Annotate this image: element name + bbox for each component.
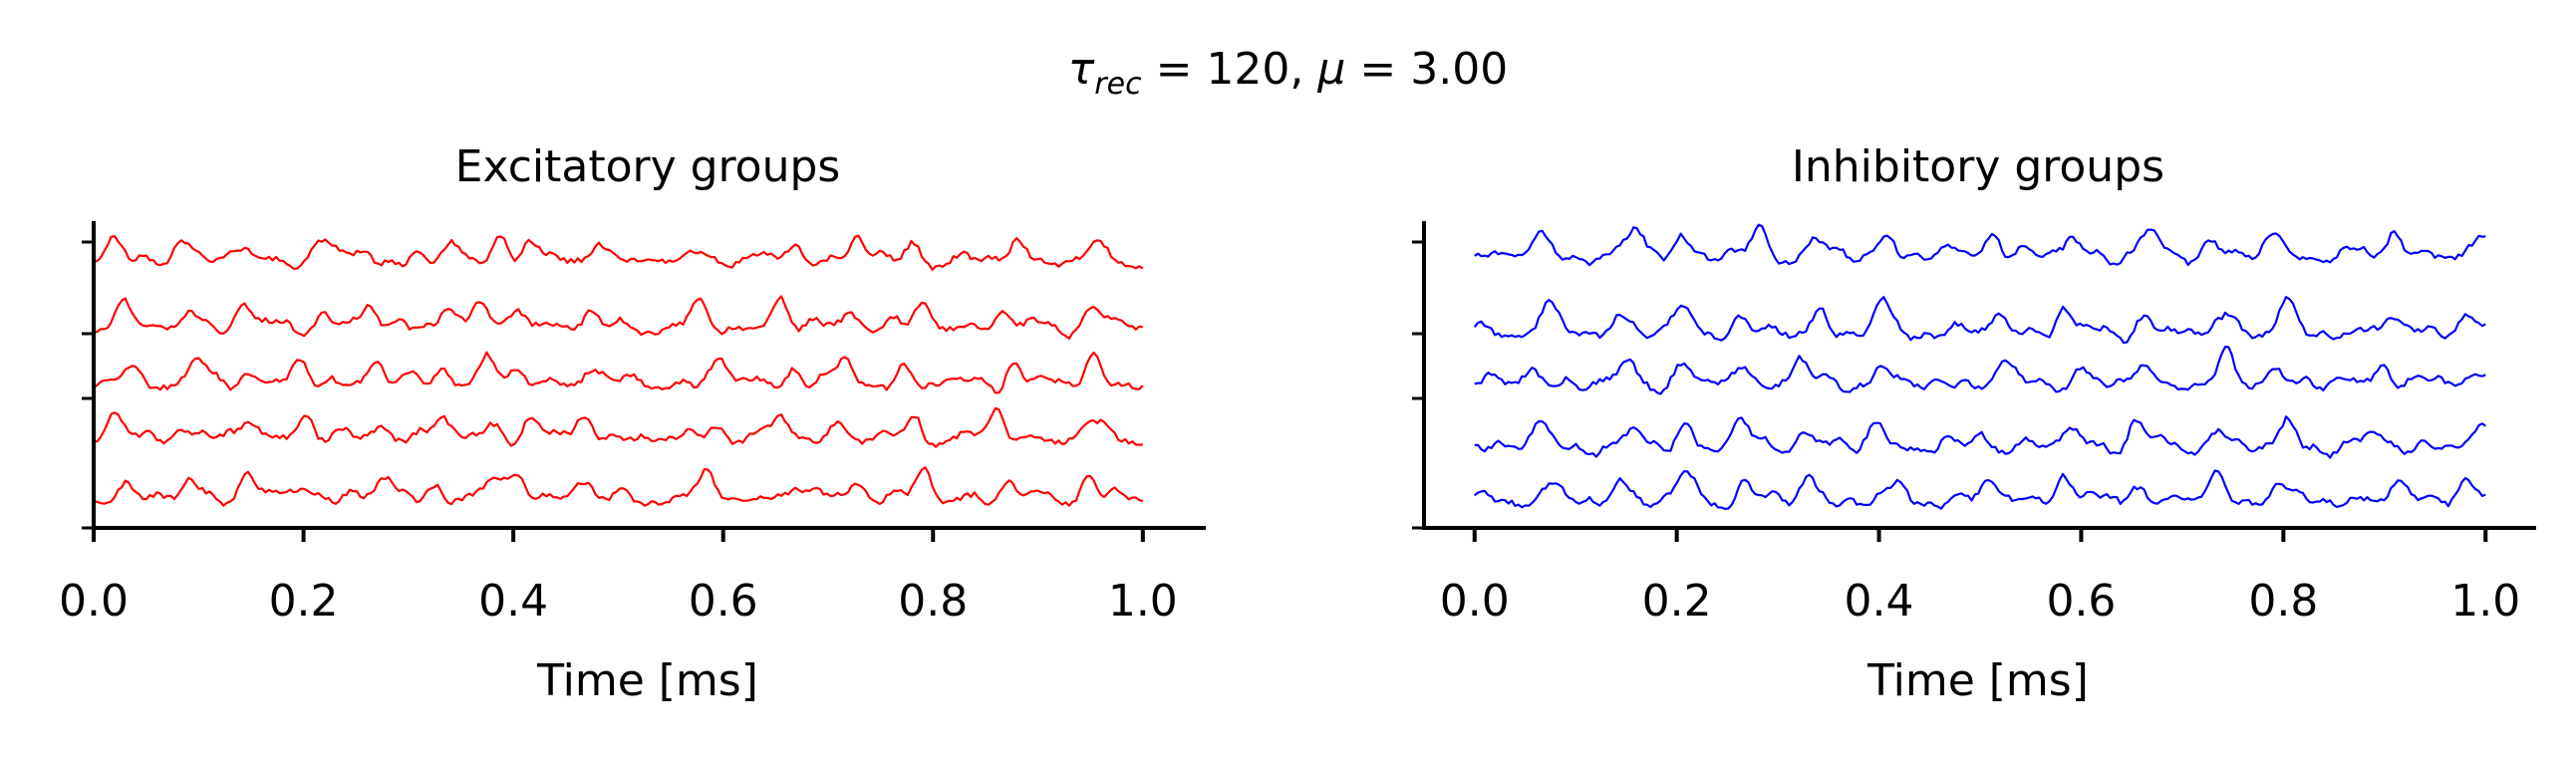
- x-tick-label: 1.0: [1108, 576, 1178, 627]
- series-trace-3: [1474, 346, 2486, 395]
- x-tick-label: 0.2: [269, 576, 339, 627]
- x-tick-label: 0.4: [1845, 576, 1914, 627]
- figure-suptitle: τrec = 120, μ = 3.00: [0, 40, 2576, 115]
- panel-title-inhibitory: Inhibitory groups: [1792, 141, 2164, 192]
- tau-symbol: τ: [1067, 44, 1095, 95]
- series-trace-3: [93, 351, 1144, 394]
- x-tick-label: 0.4: [478, 576, 548, 627]
- traces-excitatory: [93, 234, 1144, 507]
- series-trace-2: [1474, 415, 2486, 459]
- series-trace-2: [93, 406, 1143, 448]
- series-trace-1: [93, 466, 1144, 507]
- x-tick-label: 0.6: [689, 576, 758, 627]
- tau-subscript: rec: [1094, 67, 1142, 102]
- x-axis-label-inhibitory: Time [ms]: [1866, 655, 2089, 706]
- x-tick-label: 0.6: [2046, 576, 2116, 627]
- tau-value: = 120,: [1141, 44, 1318, 95]
- x-ticks-inhibitory: 0.0 0.2 0.4 0.6 0.8 1.0: [1440, 528, 2520, 627]
- x-tick-label: 0.2: [1642, 576, 1712, 627]
- x-tick-label: 0.8: [2248, 576, 2318, 627]
- x-tick-label: 0.8: [898, 576, 968, 627]
- x-tick-label: 0.0: [59, 576, 129, 627]
- mu-symbol: μ: [1317, 44, 1346, 95]
- series-trace-5: [1474, 223, 2486, 267]
- series-trace-4: [93, 295, 1144, 340]
- x-ticks-excitatory: 0.0 0.2 0.4 0.6 0.8 1.0: [59, 528, 1178, 627]
- panel-excitatory: Excitatory groups 0.0 0.2 0.4 0.6 0.8 1.0 Tim…: [59, 141, 1206, 706]
- x-axis-label-excitatory: Time [ms]: [536, 655, 758, 706]
- traces-inhibitory: [1473, 223, 2486, 510]
- series-trace-4: [1473, 296, 2486, 345]
- series-trace-5: [93, 234, 1144, 271]
- mu-value: = 3.00: [1345, 44, 1509, 95]
- y-ticks-inhibitory: [1412, 240, 1424, 530]
- x-tick-label: 1.0: [2450, 576, 2520, 627]
- series-trace-1: [1474, 469, 2486, 510]
- x-tick-label: 0.0: [1440, 576, 1510, 627]
- panel-inhibitory: Inhibitory groups 0.0 0.2 0.4 0.6 0.8 1.0 Tim…: [1412, 141, 2536, 706]
- panel-title-excitatory: Excitatory groups: [455, 141, 841, 192]
